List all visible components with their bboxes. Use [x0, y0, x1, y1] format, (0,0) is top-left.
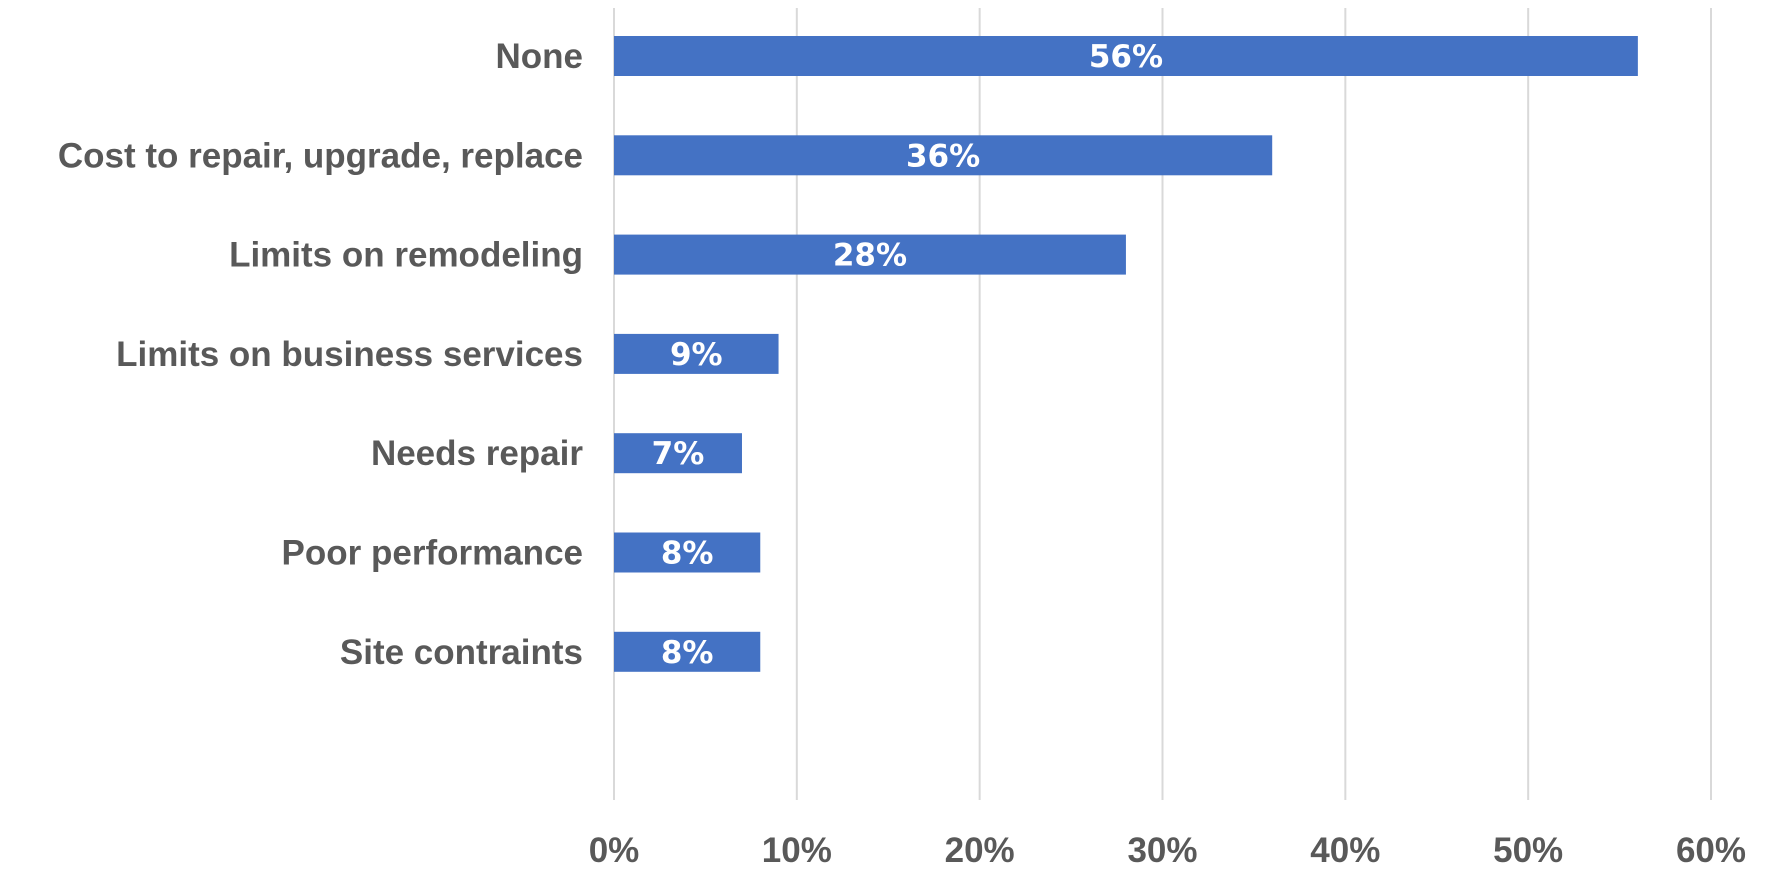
bar: [614, 234, 1126, 275]
x-tick-label: 50%: [1493, 831, 1563, 870]
x-tick-label: 20%: [945, 831, 1015, 870]
x-tick-label: 60%: [1676, 831, 1746, 870]
data-label: 36%: [906, 138, 980, 174]
category-label: Cost to repair, upgrade, replace: [58, 136, 583, 175]
gridlines: [613, 8, 1712, 800]
category-label: Limits on business services: [116, 335, 583, 374]
data-label: 28%: [833, 238, 907, 274]
data-label: 56%: [1089, 39, 1163, 75]
x-tick-label: 30%: [1127, 831, 1197, 870]
bar: [614, 532, 761, 573]
category-label: Needs repair: [371, 434, 583, 473]
category-label: Poor performance: [282, 534, 583, 573]
data-label: 8%: [661, 635, 714, 671]
bar: [614, 433, 742, 474]
data-label: 9%: [670, 337, 723, 373]
x-tick-label: 40%: [1310, 831, 1380, 870]
category-label: Limits on remodeling: [229, 236, 583, 275]
category-label: None: [496, 37, 584, 76]
bars: 56% 36% 28% 9% 7% 8% 8%: [614, 36, 1638, 672]
bar: [614, 135, 1273, 176]
category-labels: None Cost to repair, upgrade, replace Limi…: [58, 37, 584, 672]
data-label: 8%: [661, 536, 714, 572]
data-label: 7%: [652, 436, 705, 472]
x-axis-tick-labels: 0% 10% 20% 30% 40% 50% 60%: [589, 831, 1746, 870]
x-tick-label: 0%: [589, 831, 640, 870]
bar: [614, 36, 1638, 76]
bar: [614, 333, 779, 374]
x-tick-label: 10%: [762, 831, 832, 870]
category-label: Site contraints: [340, 633, 583, 672]
bar: [614, 631, 761, 672]
